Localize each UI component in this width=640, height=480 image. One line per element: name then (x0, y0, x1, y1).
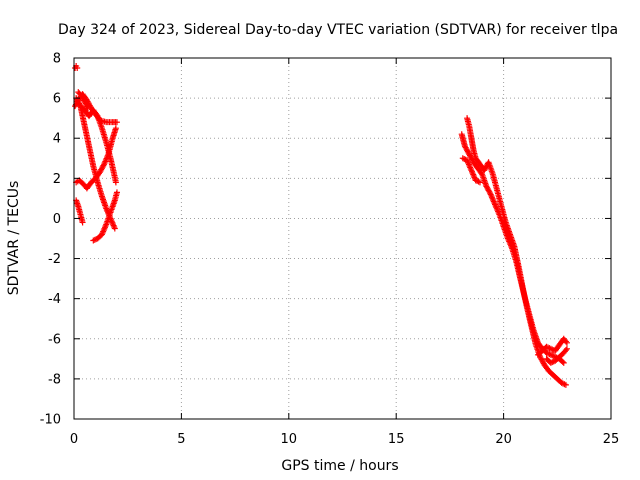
data-point (563, 339, 570, 346)
data-point-interp (562, 347, 569, 354)
y-tick-label: -4 (48, 292, 61, 307)
data-point (112, 125, 119, 132)
data-point (79, 219, 86, 226)
x-tick-label: 15 (388, 432, 405, 447)
y-tick-label: 6 (53, 92, 61, 107)
x-tick-label: 0 (70, 432, 78, 447)
y-tick-label: 4 (53, 132, 61, 147)
data-point (113, 189, 120, 196)
x-axis-ticks: 0 5 10 15 20 25 (70, 58, 619, 447)
data-point-interp (461, 155, 468, 162)
x-tick-label: 20 (495, 432, 512, 447)
data-point (74, 65, 81, 72)
plot-frame (73, 57, 612, 420)
x-tick-label: 10 (281, 432, 298, 447)
y-tick-label: -2 (48, 252, 61, 267)
data-point (562, 381, 569, 388)
grid (74, 58, 611, 419)
y-axis-label: SDTVAR / TECUs (6, 181, 22, 296)
data-point (111, 225, 118, 232)
x-tick-label: 25 (603, 432, 620, 447)
y-tick-label: 0 (53, 212, 61, 227)
y-axis-ticks: -10 -8 -6 -4 -2 0 2 4 6 8 (40, 52, 611, 428)
data-point-interp (100, 162, 107, 169)
data-point (84, 105, 91, 112)
y-tick-label: 8 (53, 52, 61, 67)
y-tick-label: -8 (48, 372, 61, 387)
data-point-interp (478, 170, 485, 177)
data-point-interp (93, 111, 100, 118)
y-tick-label: 2 (53, 172, 61, 187)
data-point (476, 179, 483, 186)
data-point-interp (562, 338, 569, 345)
data-point (560, 359, 567, 366)
y-tick-label: -10 (40, 413, 61, 428)
y-tick-label: -6 (48, 332, 61, 347)
data-point-interp (486, 190, 493, 197)
data-points (72, 63, 570, 388)
data-point (113, 119, 120, 126)
data-point (112, 179, 119, 186)
data-point (563, 345, 570, 352)
x-tick-label: 5 (177, 432, 185, 447)
chart-title: Day 324 of 2023, Sidereal Day-to-day VTE… (58, 22, 618, 38)
data-point-interp (559, 358, 566, 365)
x-axis-label: GPS time / hours (281, 458, 398, 474)
data-point-interp (475, 178, 482, 185)
